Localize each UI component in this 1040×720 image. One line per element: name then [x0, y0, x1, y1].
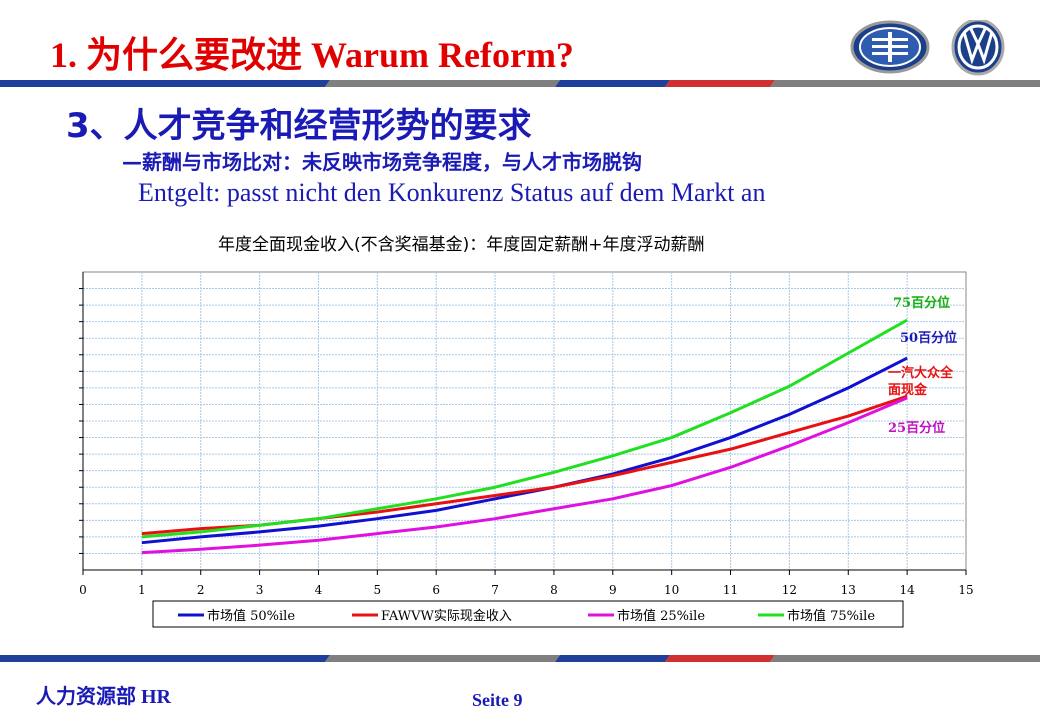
series-end-label: 25百分位	[888, 420, 945, 436]
x-tick-label: 14	[899, 583, 915, 597]
x-tick-label: 15	[958, 583, 973, 597]
label-line: 面现金	[888, 382, 928, 398]
vw-logo-icon	[951, 20, 1005, 76]
chart-title: 年度全面现金收入(不含奖福基金)：年度固定薪酬+年度浮动薪酬	[218, 235, 705, 255]
series-line-0	[141, 356, 908, 545]
x-tick-label: 4	[315, 583, 323, 597]
x-tick-label: 11	[723, 583, 738, 597]
line-chart: 0 1 2 3 4 5 6 7 8 9 10 11 12 13 14 1550百分位一汽大众全面现金25百分位…	[79, 271, 974, 628]
page-number: Seite 9	[472, 690, 523, 710]
slide-title: 1. 为什么要改进 Warum Reform?	[50, 35, 574, 75]
x-tick-label: 3	[256, 583, 264, 597]
x-tick-label: 6	[432, 583, 440, 597]
series-line-3	[141, 318, 908, 539]
legend-entry: 市场值 75%ile	[787, 608, 875, 624]
x-tick-label: 12	[782, 583, 797, 597]
x-tick-label: 7	[491, 583, 499, 597]
footer-divider	[0, 655, 1040, 662]
series-line-2	[141, 396, 908, 555]
legend-entry: 市场值 25%ile	[617, 608, 705, 624]
series-end-label: 75百分位	[893, 295, 950, 311]
label-line: 一汽大众全	[888, 365, 954, 381]
x-tick-label: 13	[841, 583, 856, 597]
x-tick-label: 1	[138, 583, 146, 597]
legend-entry: FAWVW实际现金收入	[381, 608, 512, 624]
subtitle-german: Entgelt: passt nicht den Konkurenz Statu…	[138, 178, 766, 207]
department-label: 人力资源部 HR	[36, 686, 171, 708]
x-tick-label: 8	[550, 583, 558, 597]
subtitle-chinese: —薪酬与市场比对：未反映市场竞争程度，与人才市场脱钩	[122, 150, 642, 174]
legend-entry: 市场值 50%ile	[207, 608, 295, 624]
x-tick-label: 0	[79, 583, 87, 597]
x-tick-label: 5	[374, 583, 382, 597]
logos	[850, 20, 1005, 76]
x-tick-label: 10	[664, 583, 679, 597]
x-tick-label: 9	[609, 583, 617, 597]
header-divider	[0, 80, 1040, 87]
series-end-label: 50百分位	[900, 330, 957, 346]
section-heading: 3、人才竞争和经营形势的要求	[66, 106, 532, 146]
series-end-label: 一汽大众全面现金	[888, 365, 954, 398]
faw-logo-icon	[850, 20, 930, 74]
x-tick-label: 2	[197, 583, 205, 597]
